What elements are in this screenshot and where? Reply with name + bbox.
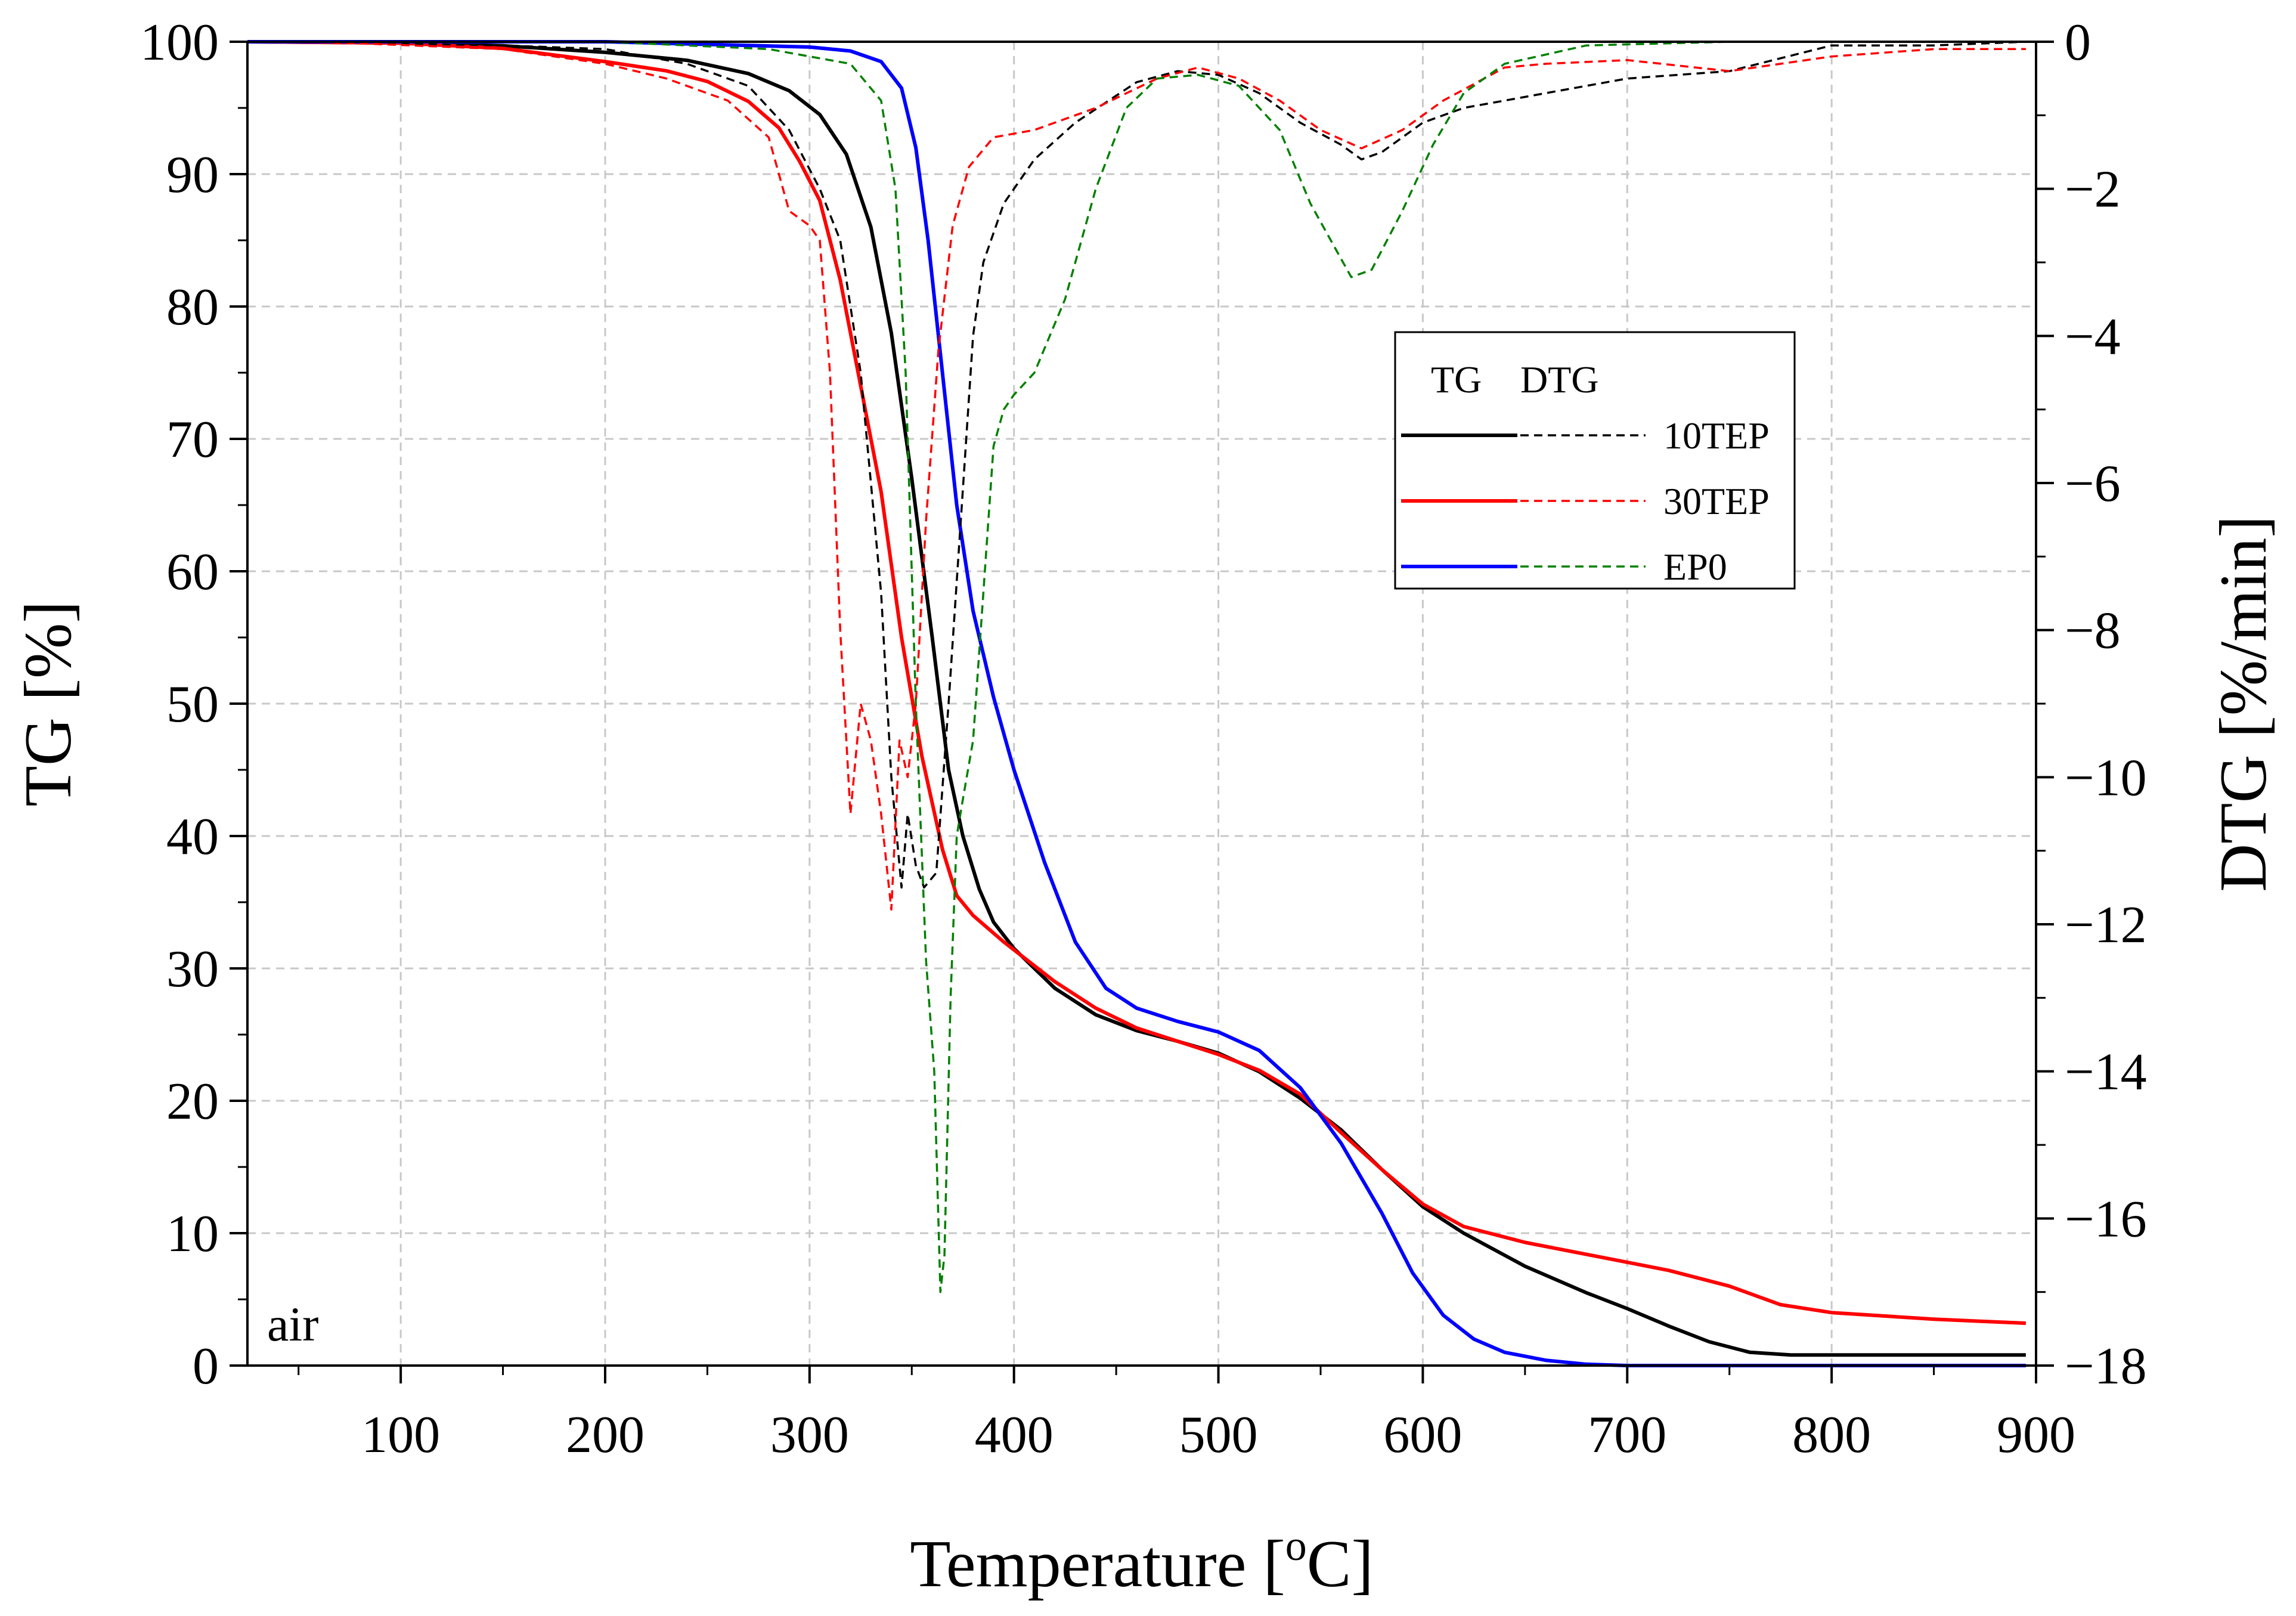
legend-header-dtg: DTG	[1520, 358, 1599, 401]
y-axis-title: TG [%]	[11, 600, 85, 806]
x-tick-label: 900	[1997, 1406, 2075, 1464]
y2-tick-label: −6	[2065, 455, 2121, 513]
x-tick-label: 400	[975, 1406, 1054, 1464]
legend-box	[1394, 331, 1796, 590]
y-tick-label: 40	[166, 808, 219, 866]
y2-tick-label: −12	[2065, 896, 2147, 954]
y2-tick-label: −8	[2065, 602, 2121, 660]
x-tick-label: 200	[566, 1406, 645, 1464]
y-tick-label: 70	[166, 411, 219, 469]
series-10tep-dtg	[318, 41, 2026, 889]
y2-tick-label: −2	[2065, 161, 2121, 219]
y2-tick-label: −14	[2065, 1044, 2147, 1101]
axis-ticks: 100 200 300 400 500 600 700 800 9000102030405060…	[140, 14, 2147, 1464]
y-tick-label: 50	[166, 676, 219, 733]
y-tick-label: 20	[166, 1073, 219, 1131]
legend-label-ep0: EP0	[1663, 546, 1727, 588]
y2-tick-label: 0	[2065, 14, 2091, 72]
legend-label-10tep: 10TEP	[1663, 414, 1770, 457]
x-tick-label: 100	[361, 1406, 440, 1464]
series-30tep-dtg	[318, 41, 2026, 911]
series-ep0-dtg	[319, 41, 2026, 1293]
x-tick-label: 800	[1792, 1406, 1871, 1464]
legend-label-30tep: 30TEP	[1663, 480, 1770, 522]
y-tick-label: 10	[166, 1205, 219, 1263]
grid	[247, 42, 2036, 1366]
series-layer	[247, 40, 2027, 1367]
y2-tick-label: −18	[2065, 1338, 2147, 1395]
y-tick-label: 60	[166, 543, 219, 601]
y-tick-label: 0	[193, 1338, 219, 1395]
series-10tep-tg	[247, 40, 2026, 1357]
legend-entries: 10TEP 30TEP EP0	[1401, 414, 1770, 588]
x-axis-title-main: Temperature [	[910, 1527, 1285, 1601]
x-axis-title: Temperature [oC]	[910, 1522, 1374, 1601]
x-axis-title-sup: o	[1285, 1522, 1307, 1569]
y2-tick-label: −10	[2065, 749, 2147, 807]
annotation-air: air	[267, 1297, 318, 1351]
x-tick-label: 700	[1588, 1406, 1666, 1464]
y-tick-label: 30	[166, 940, 219, 998]
y2-axis-title: DTG [%/min]	[2207, 515, 2280, 891]
y2-tick-label: −16	[2065, 1190, 2147, 1248]
x-tick-label: 600	[1383, 1406, 1462, 1464]
x-tick-label: 500	[1179, 1406, 1258, 1464]
x-tick-label: 300	[770, 1406, 849, 1464]
y2-tick-label: −4	[2065, 308, 2121, 366]
y-tick-label: 100	[140, 14, 219, 72]
series-30tep-tg	[247, 40, 2027, 1325]
series-ep0-tg	[247, 40, 2026, 1367]
legend: TG DTG 10TEP 30TEP EP0	[1394, 331, 1796, 590]
x-axis-title-end: C]	[1307, 1527, 1374, 1601]
legend-header-tg: TG	[1431, 358, 1482, 401]
y-tick-label: 80	[166, 278, 219, 336]
y-tick-label: 90	[166, 146, 219, 204]
